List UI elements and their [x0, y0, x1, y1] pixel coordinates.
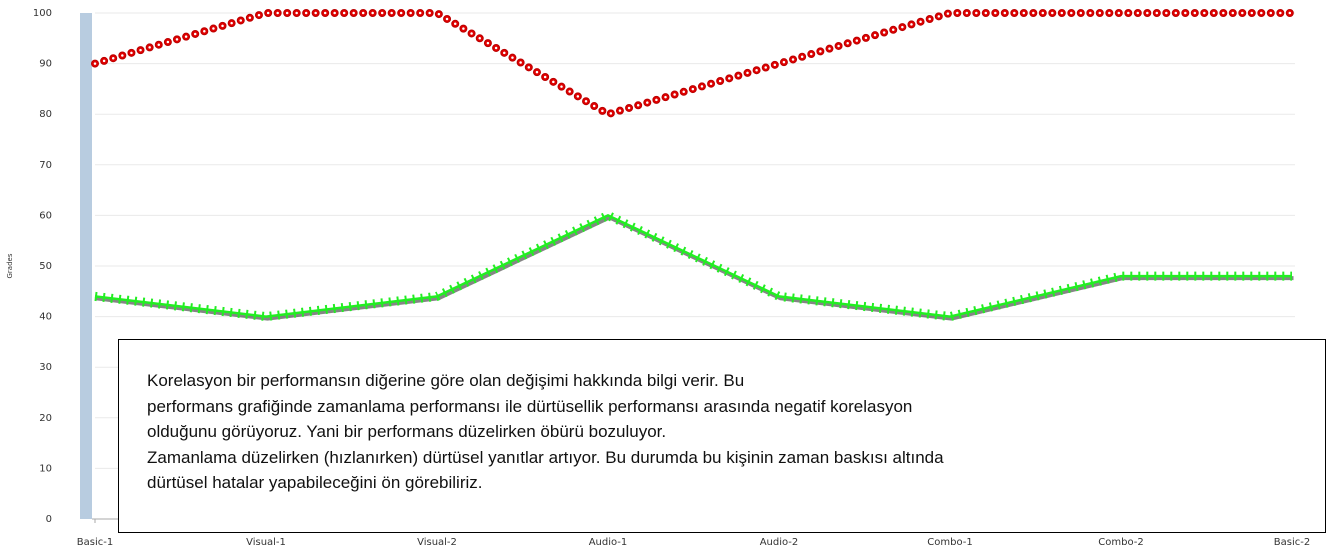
series-line	[93, 11, 1294, 116]
y-axis-label: Grades	[6, 253, 14, 278]
y-tick-label: 40	[39, 312, 52, 323]
note-line: Korelasyon bir performansın diğerine gör…	[147, 371, 745, 390]
x-tick-label: Basic-2	[1274, 537, 1310, 548]
note-box: Korelasyon bir performansın diğerine gör…	[118, 339, 1326, 533]
x-tick-label: Basic-1	[77, 537, 113, 548]
x-tick-label: Visual-2	[417, 537, 457, 548]
note-line: performans grafiğinde zamanlama performa…	[147, 396, 913, 416]
y-tick-label: 30	[39, 362, 52, 373]
x-tick-label: Audio-1	[589, 537, 628, 548]
y-tick-label: 90	[39, 59, 52, 70]
x-tick-label: Combo-1	[927, 537, 972, 548]
y-tick-label: 80	[39, 109, 52, 120]
x-tick-label: Audio-2	[760, 537, 799, 548]
y-tick-label: 20	[39, 413, 52, 424]
note-line: Zamanlama düzelirken (hızlanırken) dürtü…	[147, 447, 944, 467]
y-tick-label: 70	[39, 160, 52, 171]
series-line	[94, 214, 1292, 318]
y-tick-label: 10	[39, 463, 52, 474]
note-line: olduğunu görüyoruz. Yani bir performans …	[147, 422, 667, 442]
series-line	[96, 215, 1294, 321]
y-tick-label: 60	[39, 210, 52, 221]
y-tick-label: 0	[46, 514, 52, 525]
y-tick-label: 50	[39, 261, 52, 272]
axis-band	[80, 13, 92, 519]
note-line: dürtüsel hatalar yapabileceğini ön göreb…	[147, 473, 483, 493]
x-tick-label: Combo-2	[1098, 537, 1143, 548]
y-tick-label: 100	[33, 8, 52, 19]
x-tick-label: Visual-1	[246, 537, 286, 548]
